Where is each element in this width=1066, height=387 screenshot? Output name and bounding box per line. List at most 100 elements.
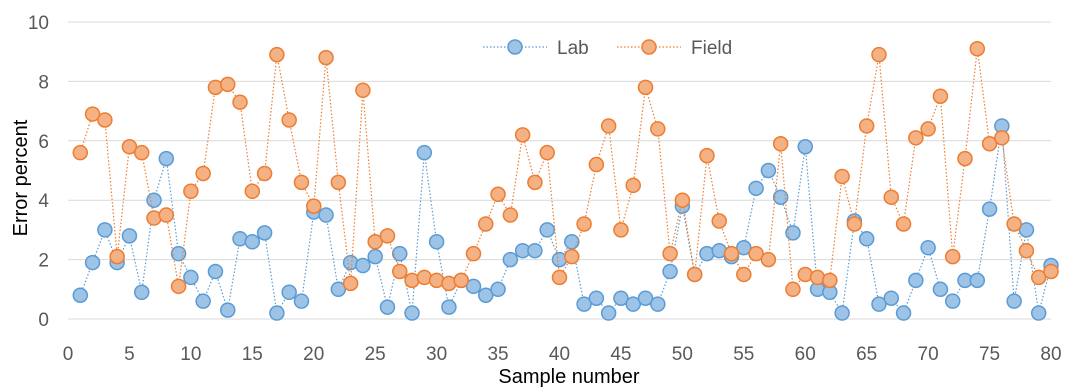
data-point-field (908, 130, 924, 146)
y-tick-label: 0 (38, 310, 49, 331)
legend-item-lab: Lab (483, 38, 589, 59)
data-point-lab (72, 287, 89, 303)
data-point-field (822, 272, 838, 289)
data-point-lab (404, 305, 420, 321)
data-point-lab (256, 225, 273, 241)
data-point-field (133, 144, 150, 161)
data-point-field (97, 112, 113, 128)
data-point-lab (158, 150, 175, 167)
data-point-field (637, 79, 654, 96)
y-tick-label: 10 (28, 13, 49, 34)
x-tick-label: 60 (795, 344, 816, 365)
data-point-lab (244, 234, 261, 250)
data-point-field (772, 136, 789, 152)
data-point-lab (367, 248, 383, 265)
data-point-field (858, 118, 875, 134)
data-point-field (846, 216, 863, 232)
data-point-lab (170, 245, 187, 262)
data-point-field (244, 183, 261, 200)
data-point-lab (219, 302, 236, 318)
x-tick-label: 75 (979, 344, 1000, 365)
data-point-lab (981, 201, 998, 217)
data-point-lab (269, 305, 285, 321)
data-point-field (84, 106, 101, 122)
y-tick-label: 6 (38, 132, 49, 153)
data-point-lab (625, 296, 641, 312)
data-point-lab (478, 287, 494, 303)
data-point-lab (564, 234, 580, 250)
data-point-field (1043, 263, 1059, 280)
data-point-field (564, 248, 580, 265)
data-point-lab (944, 293, 961, 309)
data-point-lab (600, 305, 617, 321)
data-point-lab (588, 290, 605, 306)
x-tick-label: 0 (63, 344, 74, 365)
data-point-lab (355, 257, 371, 274)
data-point-lab (207, 263, 224, 280)
data-point-field (539, 144, 555, 161)
x-tick-label: 15 (242, 344, 263, 365)
data-point-field (342, 275, 359, 292)
data-point-lab (932, 281, 949, 298)
data-point-lab (883, 290, 900, 306)
data-point-lab (527, 242, 543, 259)
data-point-field (72, 144, 89, 161)
data-point-lab (969, 272, 986, 289)
data-point-field (281, 112, 297, 128)
x-tick-label: 10 (180, 344, 201, 365)
data-point-field (785, 281, 801, 298)
data-point-field (1030, 269, 1047, 286)
x-axis-title: Sample number (498, 366, 640, 387)
data-point-field (895, 216, 912, 232)
data-point-field (957, 150, 973, 167)
data-point-field (650, 121, 666, 137)
series-layer (72, 40, 1059, 321)
data-point-lab (772, 189, 789, 205)
data-point-field (478, 216, 494, 232)
data-point-lab (84, 254, 101, 271)
data-point-field (711, 213, 727, 229)
data-point-field (109, 248, 125, 265)
data-point-field (723, 245, 740, 262)
legend-marker (507, 39, 523, 55)
data-point-lab (183, 269, 199, 286)
x-tick-label: 65 (856, 344, 877, 365)
data-point-field (367, 234, 383, 250)
y-tick-labels: 0 2 4 6 8 10 (28, 13, 50, 331)
y-tick-label: 2 (38, 251, 49, 272)
data-point-lab (330, 281, 347, 298)
data-point-field (662, 245, 678, 262)
data-point-field (932, 88, 949, 104)
data-point-lab (871, 296, 887, 312)
data-point-lab (441, 299, 457, 315)
y-axis-title: Error percent (10, 119, 32, 236)
data-point-lab (195, 293, 211, 309)
data-point-lab (613, 290, 629, 306)
data-point-lab (465, 278, 482, 295)
data-point-field (920, 121, 936, 137)
data-point-lab (662, 263, 678, 280)
data-point-field (613, 222, 629, 238)
legend-label: Lab (557, 38, 589, 59)
data-point-lab (920, 239, 936, 256)
data-point-lab (748, 180, 764, 197)
data-point-field (502, 207, 519, 223)
data-point-lab (1006, 293, 1022, 309)
data-point-lab (797, 138, 813, 155)
data-point-lab (392, 245, 408, 262)
data-point-lab (293, 293, 310, 309)
data-point-field (355, 82, 371, 99)
x-tick-label: 50 (672, 344, 693, 365)
data-point-field (834, 168, 850, 185)
x-tick-label: 25 (365, 344, 386, 365)
data-point-lab (1018, 222, 1035, 238)
legend-label: Field (691, 38, 732, 59)
data-point-field (318, 49, 334, 66)
data-point-field (588, 156, 605, 173)
data-point-lab (576, 296, 592, 312)
data-point-field (944, 248, 961, 265)
data-point-field (306, 198, 322, 214)
data-point-field (760, 251, 777, 268)
data-point-lab (908, 272, 924, 289)
